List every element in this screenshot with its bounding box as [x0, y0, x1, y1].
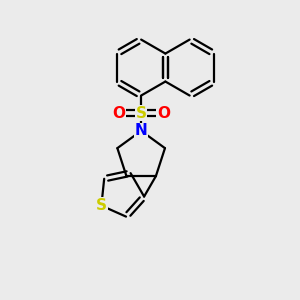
Text: N: N	[135, 123, 148, 138]
Text: O: O	[112, 106, 126, 121]
Text: O: O	[157, 106, 170, 121]
Text: S: S	[136, 106, 147, 121]
Text: S: S	[96, 198, 107, 213]
